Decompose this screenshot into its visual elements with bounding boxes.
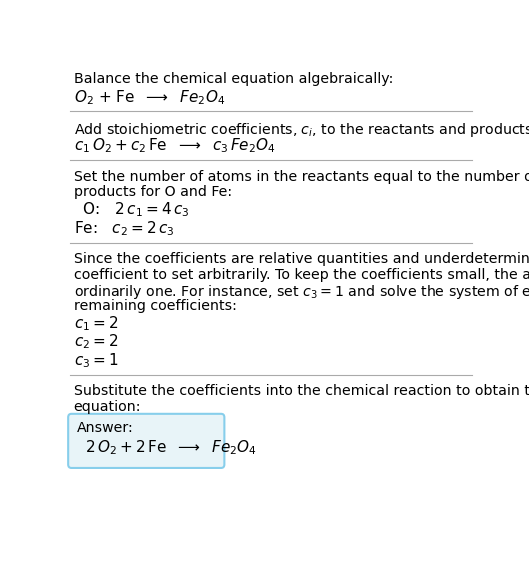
- Text: $c_2 = 2$: $c_2 = 2$: [74, 333, 118, 352]
- Text: ordinarily one. For instance, set $c_3 = 1$ and solve the system of equations fo: ordinarily one. For instance, set $c_3 =…: [74, 284, 529, 301]
- Text: $c_1\,O_2 + c_2\,$Fe $\;\longrightarrow\;$ $c_3\,Fe_2O_4$: $c_1\,O_2 + c_2\,$Fe $\;\longrightarrow\…: [74, 137, 275, 155]
- Text: Answer:: Answer:: [77, 421, 133, 435]
- Text: $c_1 = 2$: $c_1 = 2$: [74, 314, 118, 333]
- Text: Substitute the coefficients into the chemical reaction to obtain the balanced: Substitute the coefficients into the che…: [74, 384, 529, 398]
- Text: remaining coefficients:: remaining coefficients:: [74, 299, 236, 313]
- Text: Balance the chemical equation algebraically:: Balance the chemical equation algebraica…: [74, 73, 393, 86]
- Text: $c_3 = 1$: $c_3 = 1$: [74, 351, 118, 370]
- Text: Add stoichiometric coefficients, $c_i$, to the reactants and products:: Add stoichiometric coefficients, $c_i$, …: [74, 121, 529, 139]
- Text: O:   $2\,c_1 = 4\,c_3$: O: $2\,c_1 = 4\,c_3$: [78, 201, 189, 219]
- Text: products for O and Fe:: products for O and Fe:: [74, 185, 232, 199]
- Text: Fe:   $c_2 = 2\,c_3$: Fe: $c_2 = 2\,c_3$: [74, 219, 174, 238]
- Text: equation:: equation:: [74, 400, 141, 414]
- Text: $O_2$ $+$ Fe $\;\longrightarrow\;$ $Fe_2O_4$: $O_2$ $+$ Fe $\;\longrightarrow\;$ $Fe_2…: [74, 88, 225, 107]
- Text: Set the number of atoms in the reactants equal to the number of atoms in the: Set the number of atoms in the reactants…: [74, 170, 529, 184]
- FancyBboxPatch shape: [68, 414, 224, 468]
- Text: Since the coefficients are relative quantities and underdetermined, choose a: Since the coefficients are relative quan…: [74, 252, 529, 266]
- Text: $2\,O_2 + 2\,$Fe $\;\longrightarrow\;$ $Fe_2O_4$: $2\,O_2 + 2\,$Fe $\;\longrightarrow\;$ $…: [85, 438, 257, 457]
- Text: coefficient to set arbitrarily. To keep the coefficients small, the arbitrary va: coefficient to set arbitrarily. To keep …: [74, 268, 529, 282]
